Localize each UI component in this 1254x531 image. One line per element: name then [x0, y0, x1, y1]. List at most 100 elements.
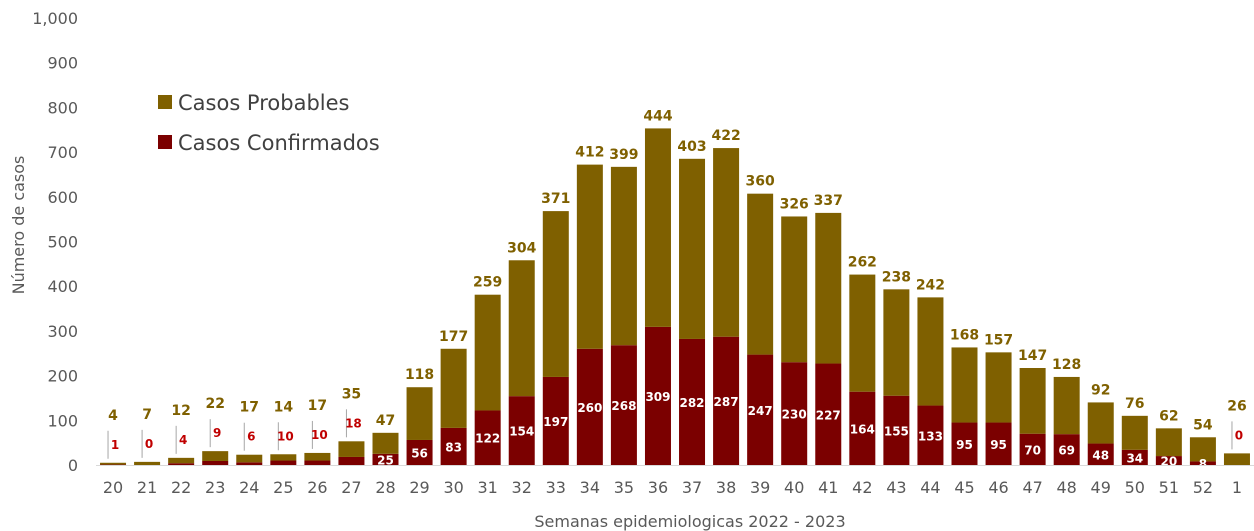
bar-confirmados — [372, 453, 399, 465]
label-probables: 444 — [643, 108, 672, 124]
y-tick-label: 100 — [47, 411, 78, 430]
y-tick-label: 900 — [47, 54, 78, 73]
label-confirmados: 122 — [475, 432, 500, 446]
x-tick-label: 48 — [1056, 478, 1076, 497]
x-tick-label: 27 — [341, 478, 361, 497]
label-confirmados: 197 — [543, 415, 568, 429]
bar-confirmados — [849, 391, 876, 465]
y-tick-label: 0 — [68, 456, 78, 475]
x-tick-label: 26 — [307, 478, 327, 497]
label-probables: 259 — [473, 275, 502, 291]
y-axis-title: Número de casos — [9, 156, 28, 295]
bar-confirmados — [815, 363, 842, 465]
bar-probables — [202, 451, 229, 461]
label-confirmados: 69 — [1058, 444, 1075, 458]
bar-probables — [134, 461, 161, 465]
label-probables: 62 — [1159, 408, 1178, 424]
label-probables: 399 — [609, 147, 638, 163]
y-tick-label: 400 — [47, 277, 78, 296]
label-probables: 412 — [575, 145, 604, 161]
label-confirmados: 9 — [213, 426, 221, 440]
label-probables: 92 — [1091, 382, 1110, 398]
bar-confirmados — [917, 405, 944, 465]
label-confirmados: 247 — [748, 404, 773, 418]
x-tick-label: 42 — [852, 478, 872, 497]
bar-probables — [713, 148, 740, 337]
legend: Casos Probables Casos Confirmados — [158, 91, 380, 155]
label-confirmados: 70 — [1024, 443, 1041, 457]
bar-probables — [815, 212, 842, 364]
bar-confirmados — [508, 396, 535, 465]
label-confirmados: 83 — [445, 440, 462, 454]
bar-confirmados — [168, 463, 195, 465]
label-confirmados: 20 — [1161, 455, 1178, 469]
bar-probables — [576, 164, 603, 349]
bar-probables — [610, 166, 637, 346]
x-axis-title: Semanas epidemiologicas 2022 - 2023 — [534, 512, 845, 531]
x-tick-label: 20 — [103, 478, 123, 497]
label-confirmados: 164 — [850, 422, 875, 436]
label-probables: 118 — [405, 367, 434, 383]
bar-probables — [304, 452, 331, 461]
x-tick-label: 34 — [580, 478, 600, 497]
label-probables: 17 — [308, 398, 327, 414]
bar-confirmados — [304, 460, 331, 465]
label-confirmados: 10 — [277, 429, 294, 443]
y-tick-label: 1,000 — [32, 9, 78, 28]
bar-probables — [406, 387, 433, 440]
y-axis: 0 100 200 300 400 500 600 700 800 900 1,000 — [32, 9, 78, 475]
bar-confirmados — [236, 462, 263, 465]
bar-probables — [679, 158, 706, 339]
bar-confirmados — [610, 345, 637, 465]
x-tick-label: 51 — [1159, 478, 1179, 497]
bar-confirmados — [338, 456, 365, 465]
label-probables: 12 — [171, 403, 190, 419]
label-confirmados: 8 — [1199, 457, 1207, 471]
bars — [100, 128, 1250, 465]
x-tick-label: 37 — [682, 478, 702, 497]
label-probables: 7 — [142, 407, 152, 423]
legend-label-confirmados: Casos Confirmados — [178, 131, 380, 155]
bar-probables — [951, 347, 978, 423]
bar-probables — [270, 454, 297, 461]
label-probables: 360 — [746, 174, 775, 190]
x-tick-label: 21 — [137, 478, 157, 497]
bar-probables — [1087, 402, 1114, 444]
x-tick-label: 44 — [920, 478, 940, 497]
x-tick-label: 47 — [1022, 478, 1042, 497]
y-tick-label: 700 — [47, 143, 78, 162]
label-probables: 54 — [1193, 417, 1213, 433]
label-probables: 238 — [882, 269, 911, 285]
data-labels: 1407412922617101410171835472511856177832… — [107, 108, 1247, 471]
bar-confirmados — [1087, 443, 1114, 465]
bar-confirmados — [781, 362, 808, 465]
label-probables: 168 — [950, 327, 979, 343]
x-tick-label: 31 — [477, 478, 497, 497]
label-probables: 403 — [677, 139, 706, 155]
x-tick-label: 25 — [273, 478, 293, 497]
bar-probables — [985, 352, 1012, 423]
label-probables: 422 — [711, 128, 740, 144]
bar-confirmados — [713, 336, 740, 465]
bar-probables — [100, 462, 127, 465]
label-confirmados: 25 — [377, 453, 394, 467]
bar-confirmados — [747, 354, 774, 465]
x-tick-label: 45 — [954, 478, 974, 497]
bar-confirmados — [1155, 456, 1182, 465]
bar-probables — [338, 441, 365, 457]
label-probables: 76 — [1125, 396, 1144, 412]
bar-probables — [372, 432, 399, 454]
bar-probables — [849, 274, 876, 392]
x-tick-label: 46 — [988, 478, 1008, 497]
label-confirmados: 95 — [990, 438, 1007, 452]
x-tick-label: 24 — [239, 478, 259, 497]
bar-confirmados — [644, 326, 671, 465]
bar-confirmados — [1121, 449, 1148, 465]
label-probables: 326 — [780, 196, 809, 212]
legend-label-probables: Casos Probables — [178, 91, 349, 115]
label-probables: 304 — [507, 240, 536, 256]
bar-probables — [168, 457, 195, 464]
x-tick-label: 40 — [784, 478, 804, 497]
bar-probables — [440, 348, 467, 428]
